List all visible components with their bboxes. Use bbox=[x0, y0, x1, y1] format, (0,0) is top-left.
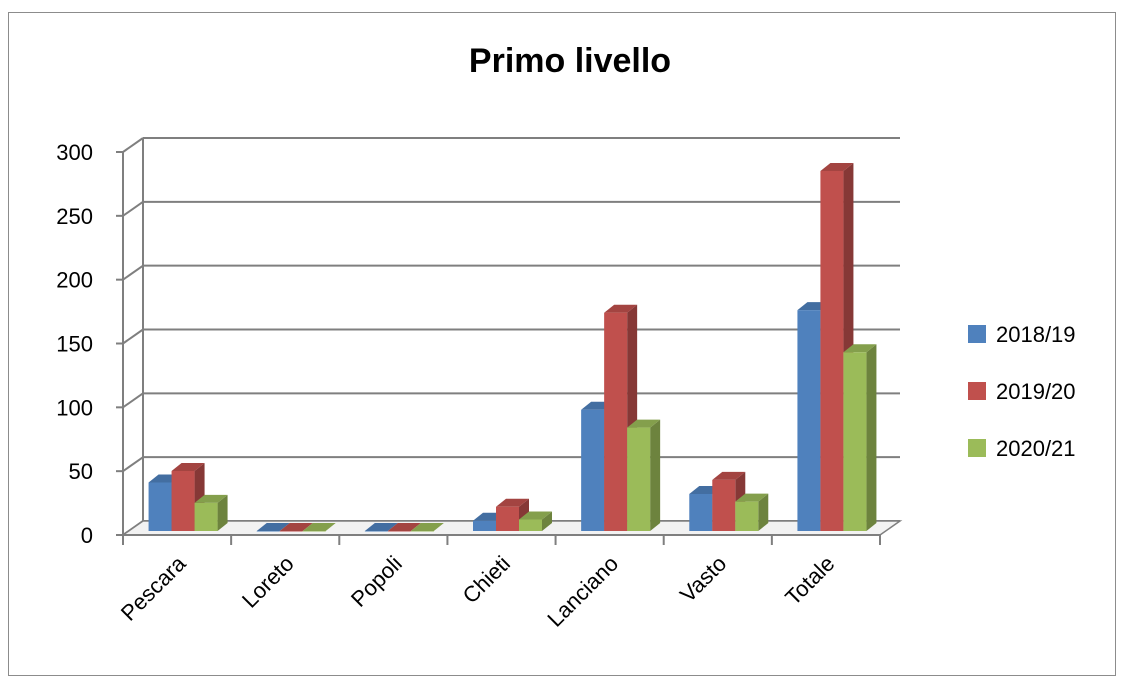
gridline-side bbox=[122, 137, 144, 153]
y-tick-label: 50 bbox=[69, 459, 93, 484]
bar-loreto-2018-19 bbox=[256, 523, 290, 532]
x-tick-label: Chieti bbox=[458, 551, 515, 608]
gridline-side bbox=[122, 264, 144, 281]
bar-popoli-2020-21 bbox=[410, 523, 444, 532]
bar-chieti-2020-21 bbox=[519, 511, 552, 531]
gridline-side bbox=[122, 201, 144, 217]
x-tick-label: Vasto bbox=[675, 551, 731, 607]
chart-title: Primo livello bbox=[468, 42, 672, 80]
legend-label: 2019/20 bbox=[996, 379, 1076, 404]
gridline-side bbox=[122, 392, 144, 409]
x-tick-label: Totale bbox=[780, 551, 839, 610]
bar-popoli-2019-20 bbox=[387, 523, 421, 532]
legend-swatch bbox=[968, 325, 986, 343]
y-tick-label: 0 bbox=[81, 523, 93, 548]
y-tick-label: 200 bbox=[56, 268, 93, 293]
bar-loreto-2020-21 bbox=[302, 523, 336, 532]
x-tick-label: Lanciano bbox=[542, 551, 623, 632]
gridline-side bbox=[122, 328, 144, 345]
bar-pescara-2020-21 bbox=[194, 494, 228, 531]
y-tick-label: 300 bbox=[56, 140, 93, 165]
y-tick-label: 150 bbox=[56, 332, 93, 357]
chart-frame bbox=[8, 12, 1116, 676]
legend-swatch bbox=[968, 439, 986, 457]
gridline-side bbox=[122, 456, 144, 472]
bar-totale-2020-21 bbox=[843, 344, 877, 531]
y-tick-label: 100 bbox=[56, 395, 93, 420]
legend-label: 2020/21 bbox=[996, 436, 1076, 461]
bar-lanciano-2020-21 bbox=[627, 419, 661, 531]
legend-swatch bbox=[968, 382, 986, 400]
x-tick-label: Pescara bbox=[116, 550, 191, 625]
y-tick-label: 250 bbox=[56, 204, 93, 229]
x-tick-label: Loreto bbox=[237, 551, 299, 613]
legend-label: 2018/19 bbox=[996, 322, 1076, 347]
bar-loreto-2019-20 bbox=[279, 523, 313, 532]
bar-vasto-2020-21 bbox=[735, 493, 769, 531]
x-tick-label: Popoli bbox=[346, 551, 407, 612]
bar-popoli-2018-19 bbox=[364, 523, 398, 532]
